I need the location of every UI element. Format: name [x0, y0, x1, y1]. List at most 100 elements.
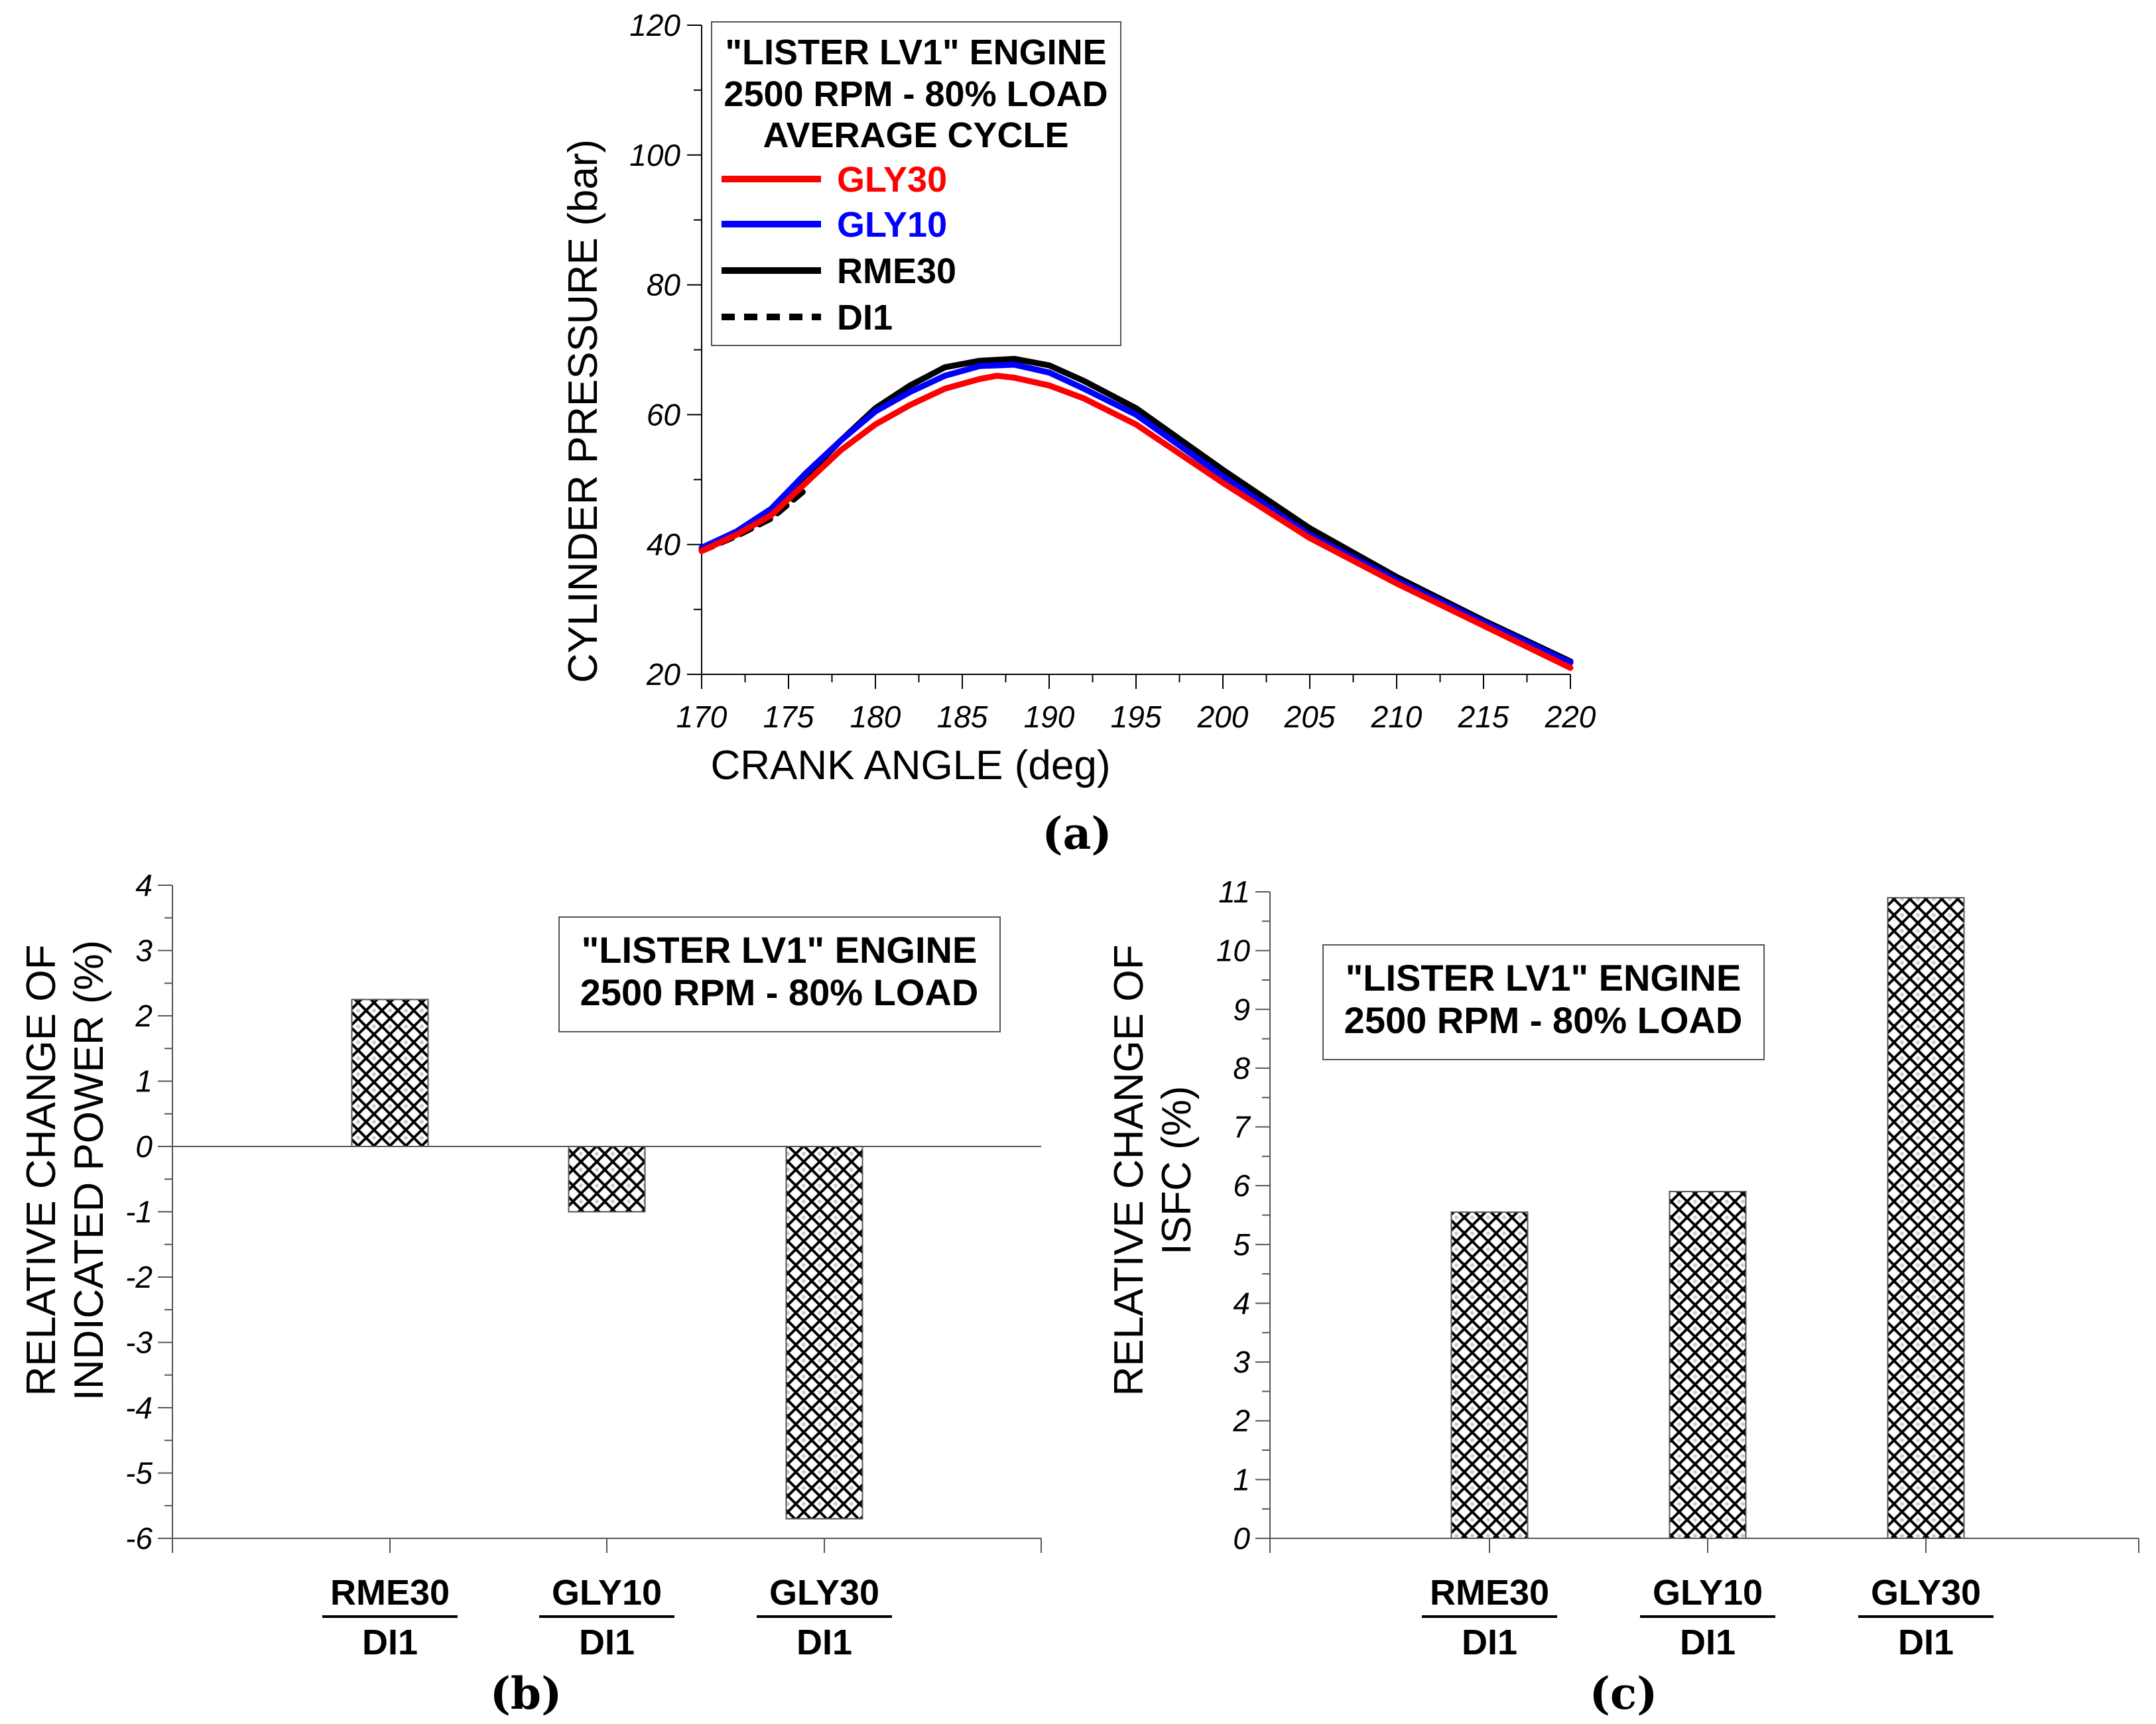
y-tick-label: 1	[1233, 1462, 1250, 1497]
line-chart-panel: 170 175 180 185 190 195 200 205 210 215 220 20 40 60…	[560, 8, 1596, 859]
legend-label-gly10: GLY10	[837, 205, 947, 245]
y-tick-label: 20	[646, 657, 681, 692]
x-tick-label: 200	[1197, 700, 1249, 734]
y-axis-title: CYLINDER PRESSURE (bar)	[560, 139, 606, 683]
category-label-denominator: DI1	[1680, 1623, 1736, 1662]
x-tick-label: 210	[1371, 700, 1423, 734]
title-line-2: 2500 RPM - 80% LOAD	[580, 971, 979, 1013]
bar-rme30	[351, 999, 429, 1147]
bar-gly10	[568, 1146, 646, 1213]
title-box: "LISTER LV1" ENGINE 2500 RPM - 80% LOAD	[558, 916, 1001, 1032]
x-tick-label: 180	[850, 700, 901, 734]
category-label-denominator: DI1	[1462, 1623, 1517, 1662]
legend: "LISTER LV1" ENGINE 2500 RPM - 80% LOAD …	[711, 21, 1121, 346]
y-tick-label: 120	[629, 8, 680, 42]
y-axis-title-line-1: RELATIVE CHANGE OF	[19, 945, 64, 1396]
bar-gly10	[1669, 1191, 1747, 1539]
y-tick-label: -1	[125, 1195, 153, 1229]
series-line-gly30	[698, 373, 1574, 671]
category-label-numerator: GLY10	[552, 1573, 662, 1613]
y-tick-label: 5	[1233, 1227, 1250, 1262]
category-label-numerator: GLY10	[1653, 1573, 1763, 1613]
axes	[687, 25, 1571, 689]
y-tick-label: 7	[1233, 1110, 1251, 1144]
y-tick-label: 60	[647, 397, 681, 432]
x-axis-title: CRANK ANGLE (deg)	[711, 743, 1111, 788]
y-tick-label: 9	[1233, 992, 1250, 1026]
bar-gly30	[785, 1146, 863, 1520]
y-tick-label: 0	[1233, 1521, 1250, 1556]
y-tick-label: 3	[1233, 1345, 1250, 1379]
y-tick-label: 0	[135, 1129, 153, 1164]
category-labels: RME30 DI1 GLY10 DI1 GLY30 DI1	[1422, 1573, 1994, 1662]
y-tick-label: 11	[1218, 875, 1250, 909]
y-tick-label: 40	[647, 527, 681, 562]
y-tick-labels: -6 -5 -4 -3 -2 -1 0 1 2 3 4	[125, 868, 153, 1556]
y-tick-label: 2	[135, 999, 153, 1033]
y-tick-label: 6	[1233, 1168, 1250, 1203]
y-tick-label: 4	[1233, 1286, 1250, 1320]
bar-chart-panel-b: -6 -5 -4 -3 -2 -1 0 1 2 3 4 RME30 DI1 GLY10 DI1 GLY30 D…	[19, 868, 1042, 1719]
y-tick-labels: 0 1 2 3 4 5 6 7 8 9 10 11	[1216, 875, 1251, 1556]
y-tick-label: 80	[647, 268, 681, 302]
y-tick-label: 1	[135, 1064, 153, 1099]
title-box: "LISTER LV1" ENGINE 2500 RPM - 80% LOAD	[1322, 944, 1765, 1060]
y-tick-label: 2	[1232, 1404, 1250, 1438]
x-tick-label: 190	[1024, 700, 1075, 734]
category-label-numerator: GLY30	[769, 1573, 879, 1613]
x-tick-label: 170	[676, 700, 728, 734]
bars	[351, 999, 863, 1520]
category-label-numerator: GLY30	[1871, 1573, 1981, 1613]
category-labels: RME30 DI1 GLY10 DI1 GLY30 DI1	[322, 1573, 892, 1662]
bar-gly30	[1887, 896, 1965, 1539]
bar-rme30	[1450, 1211, 1529, 1540]
panel-label-c: (c)	[1590, 1668, 1658, 1719]
x-tick-label: 175	[763, 700, 814, 734]
category-label-denominator: DI1	[362, 1623, 418, 1662]
y-tick-label: -5	[125, 1456, 153, 1491]
category-label-denominator: DI1	[1898, 1623, 1954, 1662]
y-tick-label: -4	[125, 1390, 153, 1425]
panel-label-b: (b)	[490, 1668, 562, 1719]
category-label-numerator: RME30	[330, 1573, 450, 1613]
title-line-2: 2500 RPM - 80% LOAD	[1344, 999, 1743, 1041]
legend-title-line-3: AVERAGE CYCLE	[763, 115, 1068, 155]
series-lines	[698, 355, 1574, 671]
x-tick-label: 205	[1284, 700, 1336, 734]
category-label-denominator: DI1	[796, 1623, 852, 1662]
y-tick-label: 100	[629, 138, 680, 172]
y-tick-label: 8	[1233, 1051, 1250, 1085]
legend-label-rme30: RME30	[837, 251, 956, 291]
legend-title-line-2: 2500 RPM - 80% LOAD	[724, 74, 1108, 114]
y-axis-title-line-2: INDICATED POWER (%)	[66, 940, 112, 1401]
x-tick-label: 220	[1545, 700, 1596, 734]
title-box-frame	[558, 916, 1001, 1032]
y-axis-title-line-1: RELATIVE CHANGE OF	[1106, 945, 1152, 1396]
category-label-numerator: RME30	[1430, 1573, 1549, 1613]
series-line-rme30	[698, 355, 1574, 664]
bars	[1450, 896, 1965, 1540]
x-tick-label: 185	[937, 700, 988, 734]
legend-label-gly30: GLY30	[837, 160, 947, 200]
title-line-1: "LISTER LV1" ENGINE	[582, 929, 978, 971]
legend-entries: GLY30 GLY10 RME30 DI1	[722, 160, 956, 338]
title-line-1: "LISTER LV1" ENGINE	[1346, 957, 1742, 999]
panel-label-a: (a)	[1042, 808, 1111, 859]
y-tick-labels: 20 40 60 80 100 120	[629, 8, 680, 692]
x-tick-label: 215	[1458, 700, 1509, 734]
category-label-denominator: DI1	[579, 1623, 635, 1662]
legend-title-line-1: "LISTER LV1" ENGINE	[725, 32, 1106, 72]
y-tick-label: -2	[125, 1260, 153, 1294]
y-tick-label: -3	[125, 1325, 153, 1360]
legend-label-di1: DI1	[837, 298, 893, 338]
y-tick-label: 4	[135, 868, 153, 902]
y-tick-label: 3	[135, 934, 153, 968]
legend-box	[711, 21, 1121, 346]
y-axis-title-line-2: ISFC (%)	[1154, 1086, 1200, 1255]
y-tick-label: 10	[1216, 934, 1251, 968]
x-tick-label: 195	[1111, 700, 1162, 734]
title-box-frame	[1322, 944, 1765, 1060]
y-tick-label: -6	[125, 1521, 153, 1556]
